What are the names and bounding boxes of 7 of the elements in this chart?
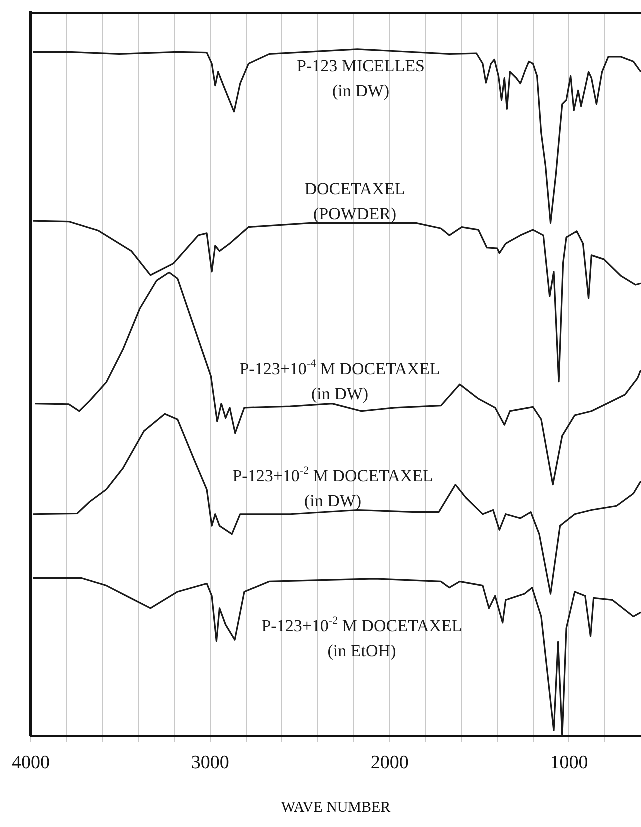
- x-tick-label: 2000: [370, 752, 409, 774]
- x-tick-label: 4000: [12, 752, 50, 774]
- x-axis-title: WAVE NUMBER: [281, 800, 391, 816]
- series-label: DOCETAXEL (POWDER): [304, 179, 406, 224]
- x-tick-label: 3000: [191, 752, 230, 774]
- x-tick-label: 1000: [550, 752, 588, 774]
- series-label: P-123 MICELLES (in DW): [297, 56, 425, 100]
